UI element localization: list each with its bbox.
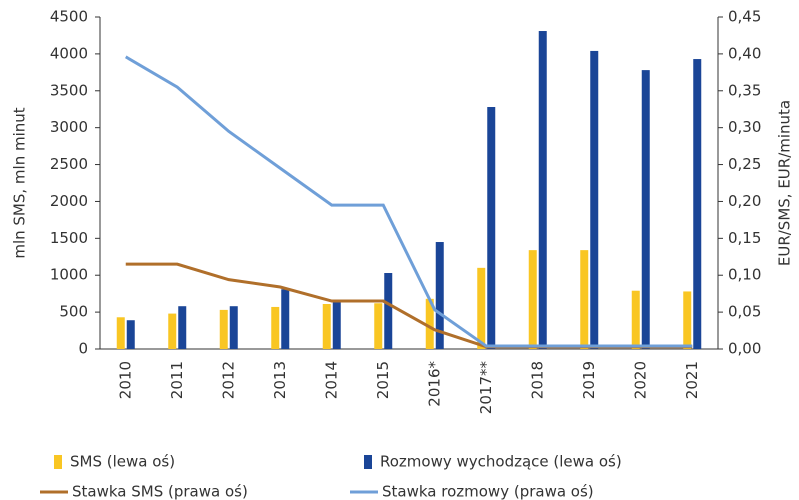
y-tick-label: 4500	[50, 8, 88, 26]
legend-label: SMS (lewa oś)	[70, 453, 175, 471]
line	[125, 262, 693, 349]
bar	[693, 59, 702, 349]
x-tick-label: 2017**	[477, 361, 495, 415]
line	[124, 55, 693, 348]
bar	[641, 70, 650, 350]
x-tick-label: 2013	[271, 361, 289, 399]
bar	[126, 320, 135, 349]
legend-label: Stawka SMS (prawa oś)	[72, 483, 248, 500]
bar	[435, 242, 444, 349]
bar	[631, 290, 640, 349]
y-tick-label: 500	[59, 303, 88, 321]
y2-tick-label: 0,00	[728, 340, 761, 358]
legend-label: Rozmowy wychodzące (lewa oś)	[380, 453, 622, 471]
bar	[384, 273, 393, 349]
legend-label: Stawka rozmowy (prawa oś)	[382, 483, 594, 500]
y2-tick-label: 0,30	[728, 118, 761, 136]
y-tick-label: 3000	[50, 118, 88, 136]
x-tick-label: 2010	[116, 361, 134, 399]
bar	[487, 107, 496, 350]
y-tick-label: 2500	[50, 155, 88, 173]
bar	[271, 306, 280, 349]
y2-tick-label: 0,45	[728, 8, 761, 26]
y2-tick-label: 0,20	[728, 192, 761, 210]
y-tick-label: 1500	[50, 229, 88, 247]
bar	[590, 50, 599, 350]
x-tick-label: 2019	[580, 361, 598, 399]
y-tick-label: 0	[78, 340, 88, 358]
legend-swatch	[364, 455, 372, 469]
x-tick-label: 2014	[322, 361, 340, 399]
y2-tick-label: 0,15	[728, 229, 761, 247]
bar	[580, 250, 589, 349]
y-tick-label: 3500	[50, 81, 88, 99]
x-tick-label: 2021	[683, 361, 701, 399]
bar	[116, 317, 125, 349]
y-axis-label: mln SMS, mln minut	[11, 107, 29, 258]
x-tick-label: 2011	[168, 361, 186, 399]
bar	[322, 303, 331, 349]
bar	[168, 313, 177, 349]
bar	[281, 289, 290, 349]
y2-tick-label: 0,35	[728, 81, 761, 99]
y2-tick-label: 0,25	[728, 155, 761, 173]
x-tick-label: 2020	[631, 361, 649, 399]
y2-tick-label: 0,40	[728, 44, 761, 62]
y2-tick-label: 0,05	[728, 303, 761, 321]
y-tick-label: 2000	[50, 192, 88, 210]
y-tick-label: 4000	[50, 44, 88, 62]
x-tick-label: 2018	[528, 361, 546, 399]
y-tick-label: 1000	[50, 266, 88, 284]
y2-tick-label: 0,10	[728, 266, 761, 284]
bar	[683, 291, 692, 349]
bar	[332, 301, 341, 349]
x-tick-label: 2015	[374, 361, 392, 399]
bar	[219, 309, 228, 349]
bar	[374, 303, 383, 349]
y2-axis-label: EUR/SMS, EUR/minuta	[776, 100, 794, 266]
legend-swatch	[54, 455, 62, 469]
x-tick-label: 2016*	[425, 361, 443, 407]
x-tick-label: 2012	[219, 361, 237, 399]
bar	[425, 298, 434, 349]
bar	[528, 250, 537, 349]
bar	[538, 31, 547, 349]
bar	[178, 306, 187, 349]
bar	[229, 306, 238, 349]
bar	[477, 267, 486, 349]
